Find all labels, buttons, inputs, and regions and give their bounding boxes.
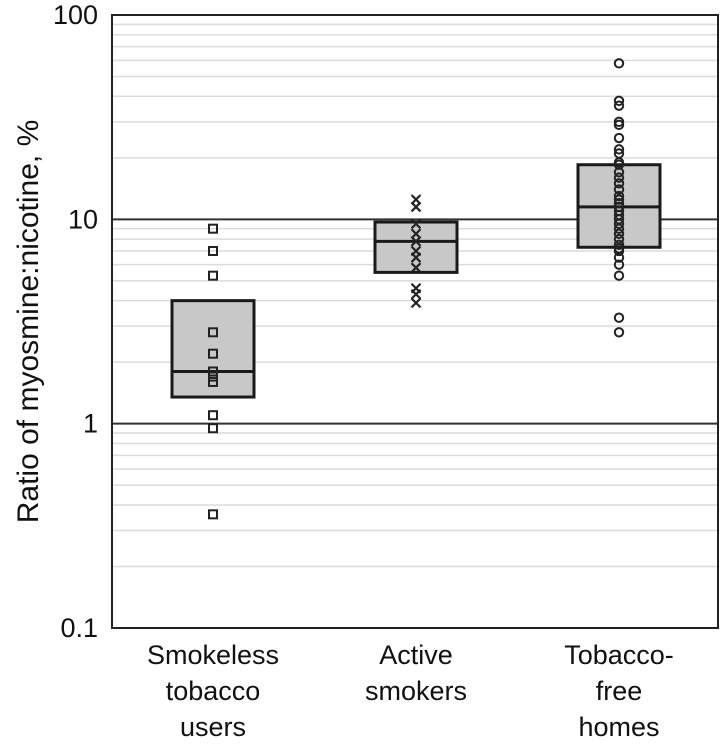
category-label-line: tobacco: [166, 676, 261, 706]
data-point-square: [208, 410, 218, 421]
category-label-line: smokers: [365, 676, 467, 706]
category-labels: Smokeless tobacco users Active smokers Tobacc…: [147, 640, 674, 742]
category-label-line: homes: [578, 712, 659, 742]
category-label-line: Tobacco-: [564, 640, 674, 670]
data-point-circle: [613, 119, 625, 131]
data-point-circle: [613, 172, 625, 183]
data-point-circle: [613, 327, 625, 338]
y-tick-labels: 0.1 1 10 100: [53, 0, 98, 643]
data-point-square: [208, 348, 218, 359]
data-points: [208, 58, 625, 520]
data-point-circle: [613, 312, 625, 323]
data-point-circle: [613, 252, 625, 263]
data-point-square: [208, 366, 218, 377]
data-point-circle: [613, 167, 625, 178]
data-point-x: [410, 288, 422, 300]
data-point-circle: [613, 270, 625, 281]
data-point-circle: [613, 144, 625, 155]
category-label-line: Smokeless: [147, 640, 279, 670]
data-point-square: [208, 423, 218, 434]
data-point-circle: [613, 100, 625, 111]
data-point-circle: [613, 245, 625, 257]
data-point-x: [410, 201, 422, 213]
y-axis-title: Ratio of myosmine:nicotine, %: [12, 120, 45, 524]
data-point-x: [410, 218, 422, 230]
data-point-x: [410, 297, 422, 309]
data-point-circle: [613, 178, 625, 189]
data-point-circle: [613, 228, 625, 239]
data-point-square: [208, 223, 218, 234]
data-point-circle: [613, 190, 625, 202]
category-label-line: users: [180, 712, 246, 742]
data-point-circle: [613, 184, 625, 195]
category-label: Smokeless tobacco users: [147, 640, 279, 742]
data-point-square: [208, 371, 218, 382]
data-point-square: [208, 376, 218, 387]
category-label-line: free: [596, 676, 643, 706]
data-point-x: [410, 228, 422, 240]
data-point-circle: [613, 259, 625, 270]
category-label: Tobacco-free homes: [564, 640, 674, 742]
box-iqr: [373, 220, 459, 274]
data-point-square: [208, 245, 218, 256]
y-tick-label: 1: [83, 409, 98, 439]
category-label-line: Active: [379, 640, 453, 670]
data-point-square: [208, 327, 218, 338]
data-point-x: [410, 262, 422, 273]
plot-frame: [111, 14, 719, 629]
data-point-circle: [613, 223, 625, 234]
y-tick-label: 0.1: [60, 613, 98, 643]
data-point-square: [208, 509, 218, 520]
data-point-circle: [613, 218, 625, 230]
data-point-square: [208, 270, 218, 281]
data-point-circle: [613, 95, 625, 107]
data-point-circle: [613, 239, 625, 251]
data-point-circle: [613, 194, 625, 205]
data-point-circle: [613, 58, 625, 69]
category-label: Active smokers: [365, 640, 467, 706]
y-tick-label: 100: [53, 0, 98, 30]
data-point-x: [410, 252, 422, 263]
data-point-x: [410, 236, 422, 247]
y-tick-label: 10: [68, 204, 98, 234]
data-point-circle: [613, 132, 625, 144]
